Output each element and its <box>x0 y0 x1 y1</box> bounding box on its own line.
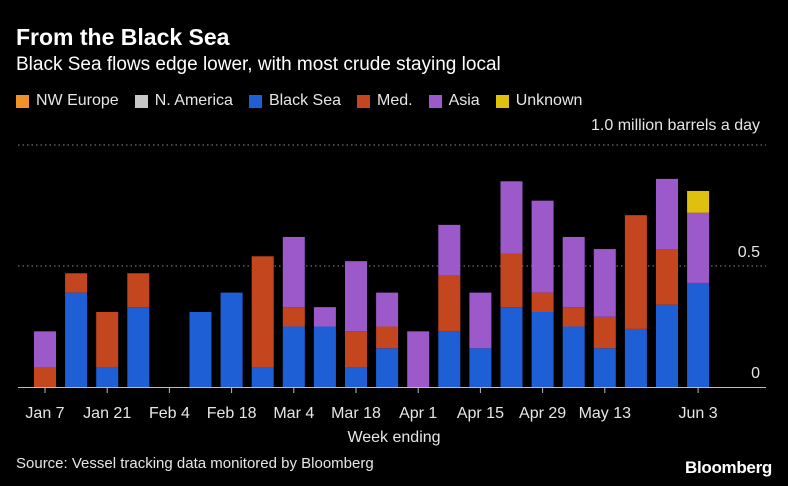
x-tick-label-apr-29: Apr 29 <box>519 405 566 422</box>
x-tick-label-may-13: May 13 <box>579 405 632 422</box>
legend-item-nw-europe: NW Europe <box>16 92 119 110</box>
legend-swatch-nw-europe <box>16 94 29 108</box>
bar-may-13-black-sea <box>593 348 616 387</box>
bar-mar-18-black-sea <box>345 367 367 387</box>
bar-jun-3-asia <box>687 212 710 283</box>
bar-apr-22-med <box>500 253 523 308</box>
bar-jan-21-black-sea <box>96 367 119 387</box>
x-tick-label-feb-4: Feb 4 <box>149 405 190 422</box>
bar-jan-14-black-sea <box>65 292 88 387</box>
bar-apr-8-black-sea <box>438 331 461 387</box>
bar-mar-25-asia <box>376 292 399 327</box>
chart-title: From the Black Sea <box>16 24 230 50</box>
bar-mar-4-med <box>282 307 305 327</box>
bar-mar-11-black-sea <box>313 326 336 387</box>
x-tick-label-mar-18: Mar 18 <box>331 405 381 422</box>
x-tick-label-feb-18: Feb 18 <box>207 405 257 422</box>
legend-swatch-med <box>357 94 370 108</box>
bar-jan-21-med <box>96 311 119 368</box>
legend-swatch-asia <box>428 94 442 108</box>
legend-item-med: Med. <box>357 92 413 110</box>
bar-jan-28-black-sea <box>127 307 150 387</box>
y-tick-label-0-5: 0.5 <box>738 244 760 261</box>
bar-jan-28-med <box>127 273 150 308</box>
legend-item-black-sea: Black Sea <box>248 92 341 110</box>
bar-feb-25-med <box>251 256 274 368</box>
x-axis-title: Week ending <box>347 429 440 446</box>
bar-may-6-black-sea <box>562 326 585 387</box>
x-tick-label-mar-4: Mar 4 <box>273 405 314 422</box>
bar-feb-18-black-sea <box>220 292 243 387</box>
legend-label-black-sea: Black Sea <box>268 92 341 109</box>
bar-apr-15-black-sea <box>469 348 492 387</box>
y-tick-label-0: 0 <box>751 365 760 382</box>
bar-apr-8-med <box>438 275 461 332</box>
bar-jun-3-unknown <box>687 190 710 213</box>
bar-feb-11-black-sea <box>189 311 212 387</box>
bar-jan-7-med <box>34 367 56 387</box>
x-tick-label-apr-15: Apr 15 <box>457 405 504 422</box>
bar-may-13-med <box>593 316 616 349</box>
legend-label-nw-europe: NW Europe <box>36 92 119 109</box>
source-note: Source: Vessel tracking data monitored b… <box>16 455 374 472</box>
bar-may-27-med <box>656 249 678 305</box>
x-tick-label-jan-7: Jan 7 <box>25 405 64 422</box>
legend: NW Europe N. America Black Sea Med. Asia… <box>16 92 582 110</box>
bar-mar-4-asia <box>282 236 305 308</box>
bar-may-6-asia <box>562 236 585 308</box>
legend-swatch-unknown <box>495 94 509 108</box>
bar-mar-25-med <box>376 326 399 349</box>
bar-may-6-med <box>562 307 585 327</box>
legend-label-unknown: Unknown <box>515 92 583 109</box>
bloomberg-logo: Bloomberg <box>684 458 772 477</box>
legend-item-n-america: N. America <box>134 92 233 110</box>
legend-swatch-n-america <box>134 94 148 108</box>
bar-mar-18-asia <box>345 261 367 332</box>
bar-mar-11-asia <box>313 307 336 327</box>
legend-label-med: Med. <box>377 92 413 109</box>
x-tick-label-jun-3: Jun 3 <box>679 405 718 422</box>
legend-swatch-black-sea <box>248 94 262 108</box>
bar-apr-22-asia <box>500 181 523 254</box>
bar-may-20-med <box>624 215 647 329</box>
bar-may-27-black-sea <box>656 304 678 387</box>
bar-apr-29-med <box>531 292 554 312</box>
bar-apr-22-black-sea <box>500 307 523 387</box>
bar-apr-29-asia <box>531 200 554 293</box>
chart-subtitle: Black Sea flows edge lower, with most cr… <box>16 54 501 75</box>
legend-label-asia: Asia <box>448 92 480 109</box>
bar-may-27-asia <box>656 178 678 250</box>
bar-apr-29-black-sea <box>531 311 554 387</box>
bar-mar-18-med <box>345 331 367 368</box>
bar-apr-8-asia <box>438 224 461 276</box>
bar-may-13-asia <box>593 249 616 317</box>
bar-feb-25-black-sea <box>251 367 274 387</box>
y-axis-unit-label: 1.0 million barrels a day <box>591 117 760 134</box>
bar-apr-1-asia <box>407 331 430 387</box>
bar-may-20-black-sea <box>624 328 647 387</box>
legend-item-unknown: Unknown <box>495 92 583 110</box>
bar-mar-4-black-sea <box>282 326 305 387</box>
bar-jan-14-med <box>65 273 88 293</box>
bar-mar-25-black-sea <box>376 348 399 387</box>
bar-jan-7-asia <box>34 331 56 368</box>
x-tick-label-jan-21: Jan 21 <box>83 405 131 422</box>
bar-apr-15-asia <box>469 292 492 349</box>
x-tick-label-apr-1: Apr 1 <box>399 405 437 422</box>
bar-jun-3-black-sea <box>687 282 710 387</box>
legend-label-n-america: N. America <box>154 92 233 109</box>
legend-item-asia: Asia <box>428 92 480 110</box>
